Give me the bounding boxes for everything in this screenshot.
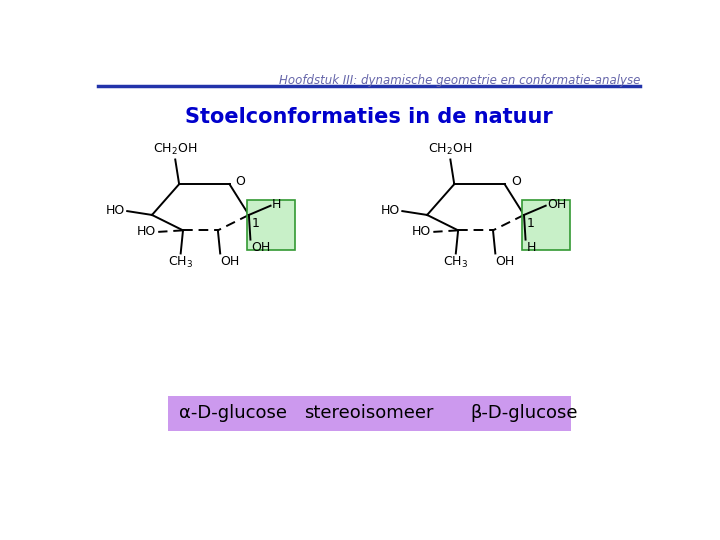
- Text: 1: 1: [526, 217, 534, 230]
- Text: O: O: [510, 174, 521, 187]
- Text: β-D-glucose: β-D-glucose: [470, 404, 577, 422]
- Text: OH: OH: [495, 255, 515, 268]
- Bar: [246, 200, 294, 249]
- Bar: [168, 396, 570, 430]
- Text: CH$_3$: CH$_3$: [444, 255, 469, 270]
- Text: HO: HO: [381, 204, 400, 217]
- Text: OH: OH: [251, 241, 271, 254]
- Text: OH: OH: [220, 255, 240, 268]
- Text: Stoelconformaties in de natuur: Stoelconformaties in de natuur: [185, 107, 553, 127]
- Text: Hoofdstuk III: dynamische geometrie en conformatie-analyse: Hoofdstuk III: dynamische geometrie en c…: [279, 74, 640, 87]
- Text: HO: HO: [137, 225, 156, 238]
- Text: CH$_2$OH: CH$_2$OH: [153, 142, 197, 157]
- Bar: [522, 200, 570, 249]
- Text: O: O: [235, 174, 246, 187]
- Text: 1: 1: [251, 217, 259, 230]
- Text: CH$_3$: CH$_3$: [168, 255, 193, 270]
- Text: α-D-glucose: α-D-glucose: [179, 404, 287, 422]
- Text: H: H: [526, 241, 536, 254]
- Text: CH$_2$OH: CH$_2$OH: [428, 142, 472, 157]
- Text: stereoisomeer: stereoisomeer: [305, 404, 433, 422]
- Text: HO: HO: [106, 204, 125, 217]
- Text: OH: OH: [547, 198, 567, 212]
- Text: HO: HO: [412, 225, 431, 238]
- Text: H: H: [272, 198, 282, 212]
